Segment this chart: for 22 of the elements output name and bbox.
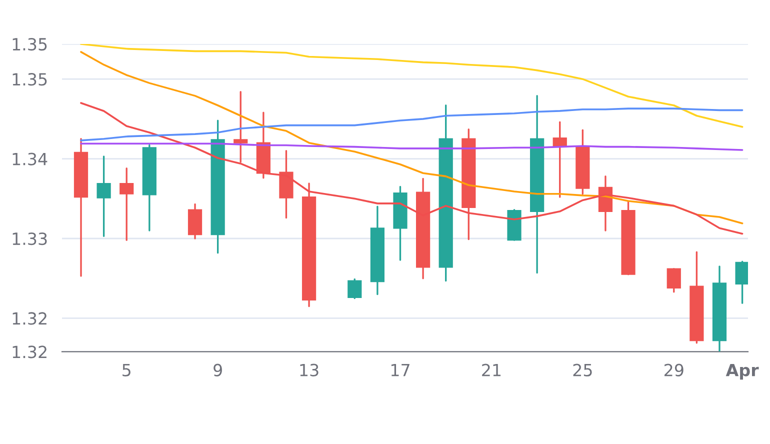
x-tick-label: 17: [391, 364, 410, 376]
x-tick-label: 25: [573, 364, 592, 376]
candlestick: [666, 268, 681, 293]
y-tick-label: 1.34: [12, 152, 48, 166]
line-series: [80, 51, 744, 224]
candlestick: [735, 260, 748, 304]
x-tick-label: 9: [214, 364, 222, 376]
candlestick: [120, 168, 134, 241]
y-tick-label: 1.32: [12, 346, 46, 358]
x-tick-label: Apr: [726, 364, 759, 380]
line-series: [80, 44, 744, 128]
y-tick-label: 1.35: [12, 73, 47, 86]
candlestick: [348, 278, 362, 300]
x-tick-label: 5: [122, 364, 130, 376]
line-series: [80, 108, 744, 142]
x-tick-label: 21: [482, 364, 501, 376]
x-tick-label: 13: [300, 364, 318, 376]
x-tick-label: 29: [664, 364, 684, 376]
y-tick-label: 1.32: [12, 312, 46, 325]
candlestick: [96, 156, 111, 237]
y-tick-label: 1.35: [12, 38, 47, 51]
y-tick-label: 1.33: [12, 232, 47, 246]
